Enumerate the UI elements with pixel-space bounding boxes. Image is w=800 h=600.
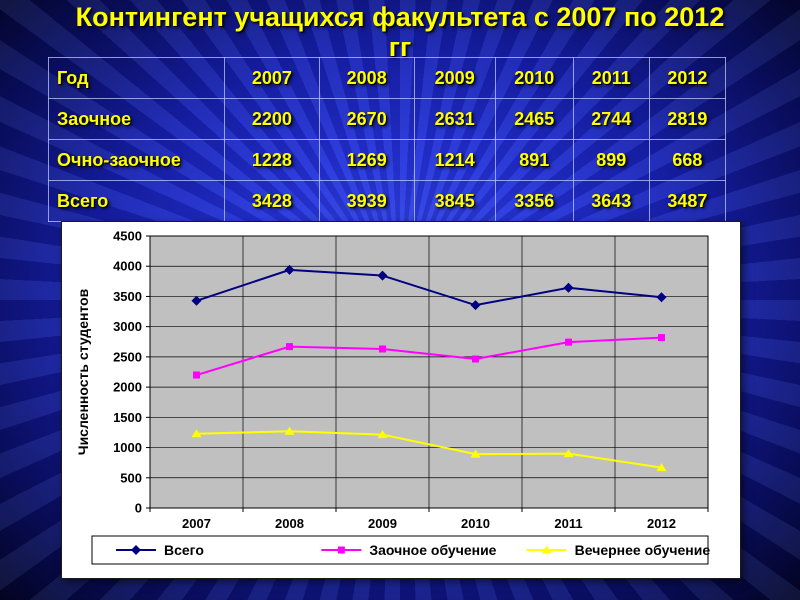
- year-cell: 2008: [318, 57, 415, 99]
- value-cell: 1214: [413, 139, 496, 181]
- marker-triangle: [470, 449, 481, 458]
- marker-diamond: [191, 295, 202, 306]
- x-tick-label: 2012: [647, 516, 676, 531]
- series-line: [196, 336, 662, 376]
- legend-label: Заочное обучение: [369, 542, 496, 558]
- value-cell: 2465: [494, 98, 574, 140]
- year-cell: 2009: [413, 57, 496, 99]
- marker-square: [379, 345, 386, 353]
- x-tick-label: 2009: [368, 516, 397, 531]
- value-cell: 1228: [224, 139, 320, 181]
- legend-label: Всего: [164, 542, 204, 558]
- row-label: Заочное: [47, 98, 226, 140]
- y-tick-label: 4500: [113, 229, 142, 244]
- contingent-table: Год 2007 2008 2009 2010 2011 2012 Заочно…: [47, 57, 727, 222]
- value-cell: 2819: [648, 98, 727, 140]
- marker-square: [565, 338, 572, 346]
- y-tick-label: 4000: [113, 259, 142, 274]
- table-row-zaochnoe: Заочное 2200 2670 2631 2465 2744 2819: [47, 98, 727, 140]
- legend-box: [91, 535, 709, 565]
- value-cell: 3428: [224, 180, 320, 222]
- chart-panel: 0 500 1000 1500 2000 2500 3000 3500 4000 4500 2007…: [61, 221, 741, 579]
- y-tick-label: 3500: [113, 289, 142, 304]
- value-cell: 3845: [413, 180, 496, 222]
- value-cell: 3939: [318, 180, 415, 222]
- value-cell: 2200: [224, 98, 320, 140]
- y-axis-title: Численность студентов: [75, 288, 91, 455]
- table-header-year: Год: [47, 57, 226, 99]
- slide-title: Контингент учащихся факультета с 2007 по…: [75, 2, 725, 63]
- y-tick-label: 0: [135, 501, 142, 516]
- line-chart: 0 500 1000 1500 2000 2500 3000 3500 4000 4500 2007…: [75, 229, 711, 565]
- y-tick-label: 3000: [113, 319, 142, 334]
- x-tick-label: 2008: [275, 516, 304, 531]
- x-tick-label: 2007: [182, 516, 211, 531]
- y-tick-label: 1000: [113, 440, 142, 455]
- legend-label: Вечернее обучение: [575, 542, 711, 558]
- marker-square: [286, 343, 293, 351]
- value-cell: 668: [648, 139, 727, 181]
- table-row-ochno-zaochnoe: Очно-заочное 1228 1269 1214 891 899 668: [47, 139, 727, 181]
- marker-square: [472, 355, 479, 363]
- marker-square: [193, 371, 200, 379]
- x-tick-label: 2010: [461, 516, 490, 531]
- y-tick-label: 2000: [113, 380, 142, 395]
- value-cell: 2670: [318, 98, 415, 140]
- marker-triangle: [191, 429, 202, 438]
- value-cell: 1269: [318, 139, 415, 181]
- year-cell: 2012: [648, 57, 727, 99]
- table-row-vsego: Всего 3428 3939 3845 3356 3643 3487: [47, 180, 727, 222]
- marker-diamond: [470, 300, 481, 311]
- x-tick-label: 2011: [554, 516, 582, 531]
- marker-diamond: [377, 270, 388, 281]
- marker-triangle: [284, 426, 295, 435]
- y-tick-label: 1500: [113, 410, 142, 425]
- value-cell: 891: [494, 139, 574, 181]
- marker-square: [658, 334, 665, 342]
- marker-diamond: [284, 264, 295, 275]
- marker-triangle: [541, 545, 552, 554]
- value-cell: 2631: [413, 98, 496, 140]
- value-cell: 3356: [494, 180, 574, 222]
- marker-diamond: [656, 292, 667, 303]
- value-cell: 3643: [572, 180, 650, 222]
- marker-diamond: [131, 545, 141, 555]
- row-label: Всего: [47, 180, 226, 222]
- marker-triangle: [563, 449, 574, 458]
- series-line: [196, 268, 662, 307]
- year-cell: 2011: [572, 57, 650, 99]
- y-tick-label: 500: [120, 470, 142, 485]
- marker-triangle: [377, 430, 388, 439]
- table-row-years: Год 2007 2008 2009 2010 2011 2012: [47, 57, 727, 99]
- y-tick-label: 2500: [113, 349, 142, 364]
- year-cell: 2007: [224, 57, 320, 99]
- marker-square: [337, 546, 345, 554]
- series-line: [196, 430, 662, 469]
- value-cell: 899: [572, 139, 650, 181]
- value-cell: 2744: [572, 98, 650, 140]
- marker-diamond: [563, 282, 574, 293]
- value-cell: 3487: [648, 180, 727, 222]
- marker-triangle: [656, 463, 667, 472]
- row-label: Очно-заочное: [47, 139, 226, 181]
- year-cell: 2010: [494, 57, 574, 99]
